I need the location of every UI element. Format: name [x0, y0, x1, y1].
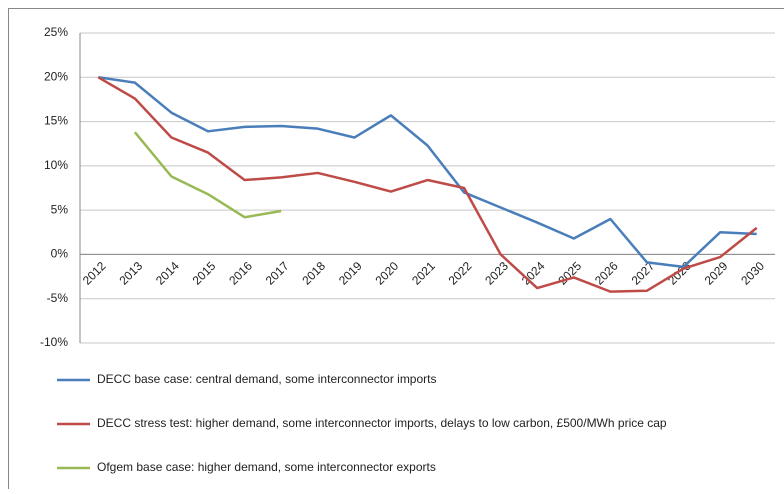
legend-label: DECC base case: central demand, some int…	[97, 372, 437, 386]
y-tick-label: 0%	[51, 247, 69, 261]
y-tick-label: -10%	[40, 335, 68, 349]
y-tick-label: 5%	[51, 202, 69, 216]
y-tick-label: -5%	[47, 291, 69, 305]
legend-label: Ofgem base case: higher demand, some int…	[97, 460, 436, 474]
y-tick-label: 25%	[44, 25, 68, 39]
y-tick-label: 10%	[44, 158, 68, 172]
y-tick-label: 20%	[44, 69, 68, 83]
legend-label: DECC stress test: higher demand, some in…	[97, 416, 667, 430]
y-tick-label: 15%	[44, 114, 68, 128]
